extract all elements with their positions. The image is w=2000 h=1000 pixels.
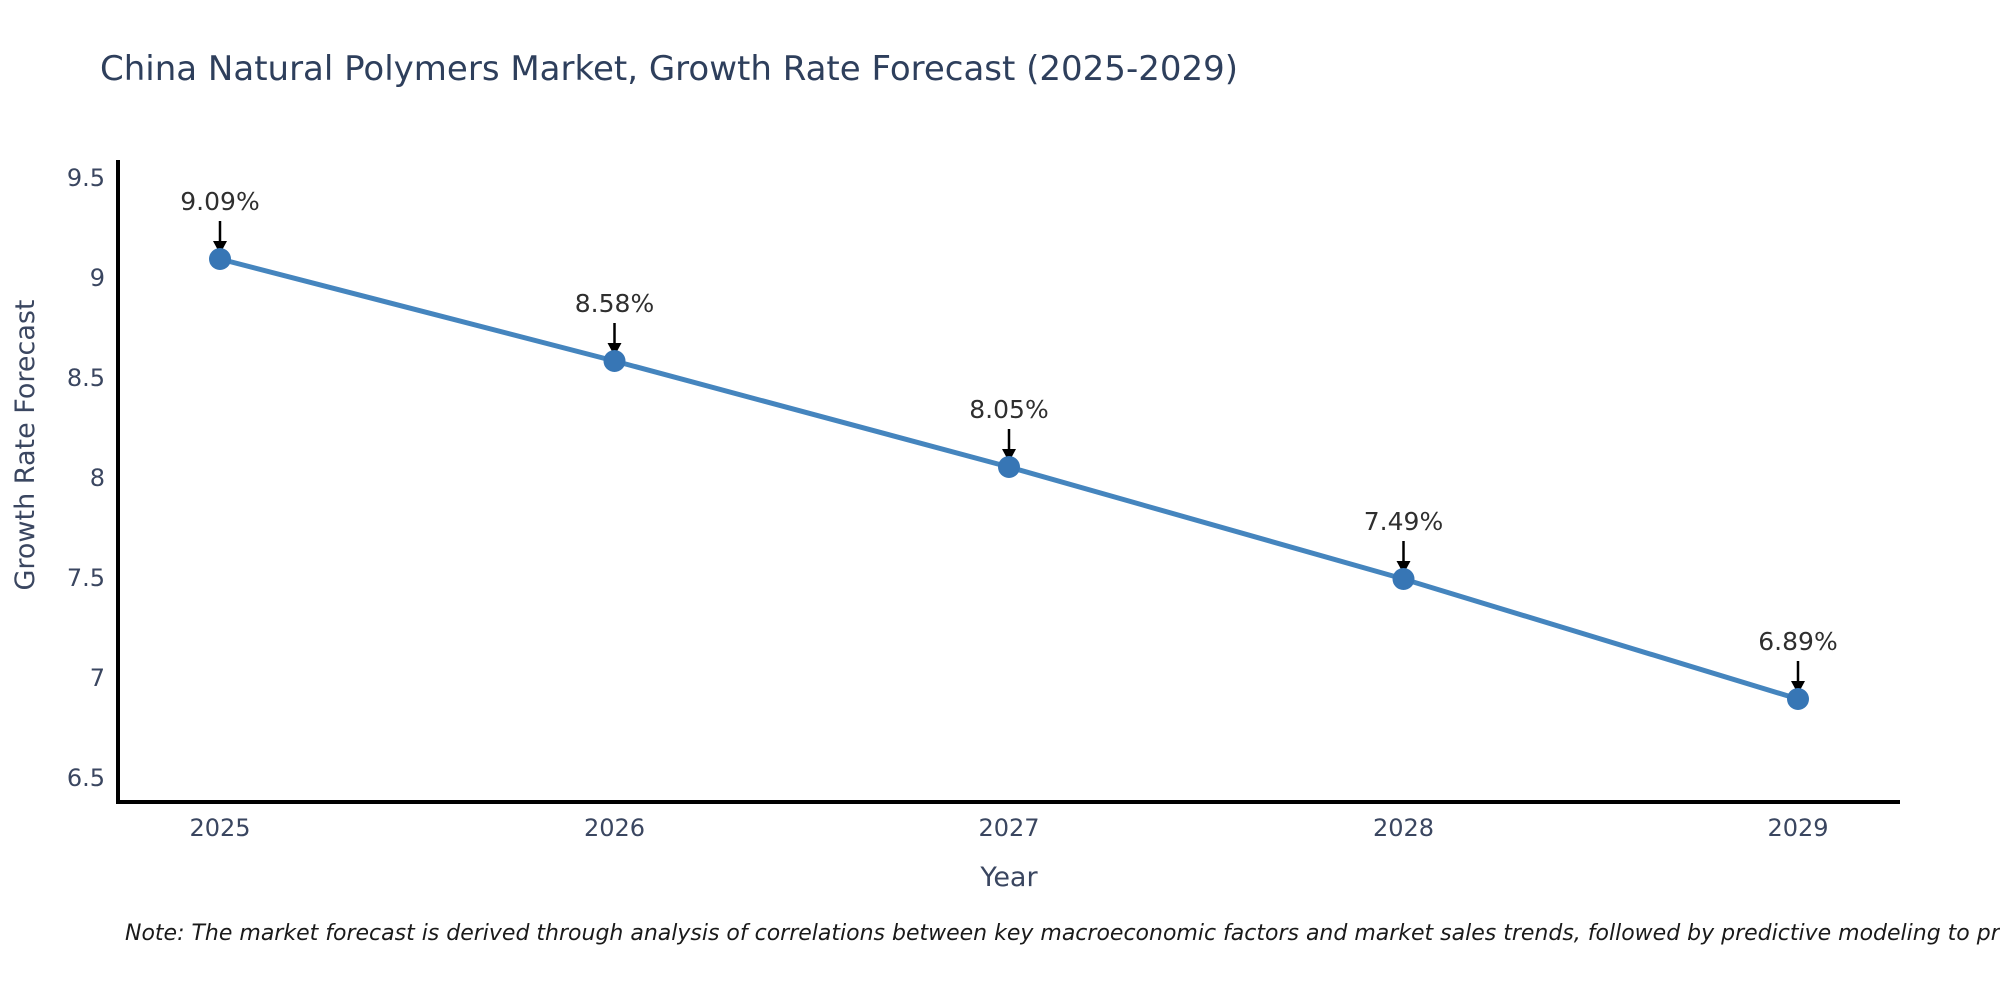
data-point-marker bbox=[603, 350, 626, 372]
y-tick-label: 7.5 bbox=[67, 564, 105, 592]
axis-spines bbox=[116, 160, 1900, 804]
y-axis-title: Growth Rate Forecast bbox=[10, 299, 41, 590]
y-tick-label: 8 bbox=[90, 464, 105, 492]
footnote: Note: The market forecast is derived thr… bbox=[125, 921, 2000, 946]
x-tick-label: 2025 bbox=[189, 814, 250, 842]
data-point-label: 8.58% bbox=[575, 289, 654, 318]
data-point-marker bbox=[998, 456, 1020, 478]
data-point-label: 9.09% bbox=[180, 187, 259, 216]
y-tick-label: 6.5 bbox=[67, 764, 105, 792]
x-tick-label: 2026 bbox=[584, 814, 645, 842]
annotation-arrowhead bbox=[1002, 449, 1016, 462]
x-axis-title: Year bbox=[979, 862, 1038, 893]
y-tick-label: 9 bbox=[90, 264, 105, 292]
data-point-marker bbox=[1787, 688, 1809, 710]
data-point-label: 7.49% bbox=[1364, 507, 1443, 536]
x-tick-label: 2028 bbox=[1373, 814, 1434, 842]
chart-title: China Natural Polymers Market, Growth Ra… bbox=[100, 49, 1238, 89]
annotation-arrowhead bbox=[213, 241, 227, 254]
y-tick-label: 9.5 bbox=[67, 164, 105, 192]
data-point-label: 6.89% bbox=[1758, 627, 1837, 656]
data-point-marker bbox=[209, 248, 231, 270]
y-tick-label: 7 bbox=[90, 664, 105, 692]
data-point-label: 8.05% bbox=[969, 395, 1048, 424]
annotation-arrowhead bbox=[1396, 561, 1411, 574]
x-tick-label: 2029 bbox=[1767, 814, 1828, 842]
data-point-marker bbox=[1392, 568, 1415, 590]
x-tick-label: 2027 bbox=[978, 814, 1039, 842]
annotation-arrowhead bbox=[607, 343, 622, 356]
annotation-arrowhead bbox=[1791, 681, 1805, 694]
forecast-line bbox=[217, 256, 1801, 702]
y-tick-label: 8.5 bbox=[67, 364, 105, 392]
